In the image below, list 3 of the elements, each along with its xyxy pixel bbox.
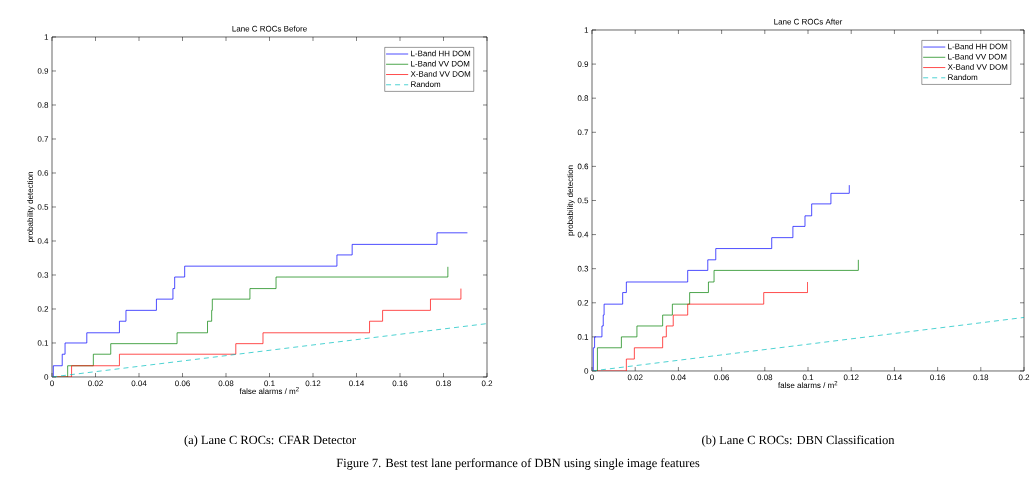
- text: (a) Lane C ROCs: CFAR Detector: [184, 435, 356, 447]
- caption: Figure 7. Best test lane performance of DBN using single image features: [336, 458, 700, 470]
- text: (b) Lane C ROCs: DBN Classification: [702, 435, 895, 447]
